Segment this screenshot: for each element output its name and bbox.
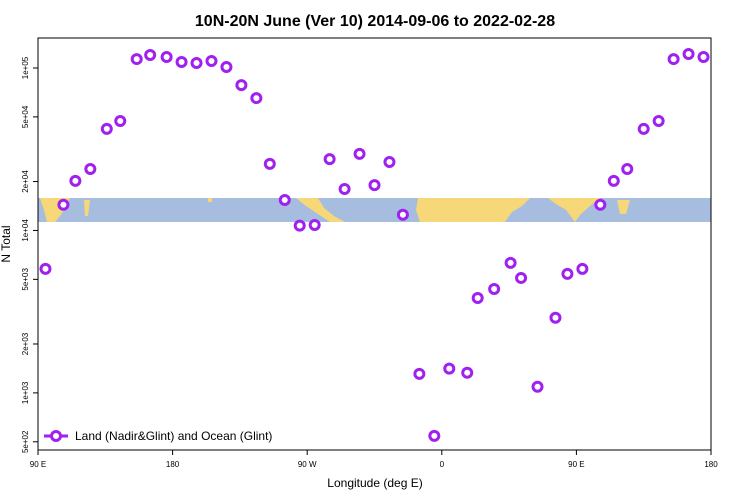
plot-frame xyxy=(37,37,712,451)
point xyxy=(175,55,188,68)
point xyxy=(531,380,544,393)
point xyxy=(338,182,351,195)
y-tick-label: 5e+02 xyxy=(21,430,30,453)
point xyxy=(263,157,276,170)
point xyxy=(461,366,474,379)
legend: Land (Nadir&Glint) and Ocean (Glint) xyxy=(44,429,272,443)
map-strip xyxy=(38,198,711,222)
point xyxy=(114,114,127,127)
point xyxy=(396,208,409,221)
point xyxy=(428,429,441,442)
y-tick-label: 1e+05 xyxy=(21,56,30,79)
point xyxy=(323,153,336,166)
point xyxy=(57,198,70,211)
legend-marker xyxy=(50,430,62,442)
point xyxy=(549,311,562,324)
y-tick-label: 2e+03 xyxy=(21,332,30,355)
point xyxy=(84,162,97,175)
point xyxy=(220,61,233,74)
point xyxy=(69,174,82,187)
y-tick-label: 5e+04 xyxy=(21,105,30,128)
point xyxy=(205,55,218,68)
point xyxy=(488,283,501,296)
chart-title: 10N-20N June (Ver 10) 2014-09-06 to 2022… xyxy=(195,13,555,30)
point xyxy=(471,291,484,304)
y-tick-label: 5e+03 xyxy=(21,268,30,291)
point xyxy=(413,367,426,380)
x-axis-label: Longitude (deg E) xyxy=(327,476,422,490)
point xyxy=(682,47,695,60)
point xyxy=(607,174,620,187)
x-tick-label: 0 xyxy=(440,460,445,469)
x-tick-label: 180 xyxy=(166,460,180,469)
point xyxy=(100,122,113,135)
point xyxy=(443,362,456,375)
point xyxy=(652,114,665,127)
y-tick-label: 1e+04 xyxy=(21,219,30,242)
point xyxy=(515,271,528,284)
point xyxy=(368,179,381,192)
point xyxy=(621,162,634,175)
y-axis-label: N Total xyxy=(0,225,13,262)
point xyxy=(278,193,291,206)
point xyxy=(235,79,248,92)
point xyxy=(667,53,680,66)
point xyxy=(697,50,710,63)
point xyxy=(594,198,607,211)
point xyxy=(308,219,321,232)
point xyxy=(637,122,650,135)
point xyxy=(39,262,52,275)
point xyxy=(504,256,517,269)
point xyxy=(293,219,306,232)
x-tick-label: 90 E xyxy=(568,460,584,469)
point xyxy=(144,49,157,62)
point xyxy=(383,155,396,168)
legend-label: Land (Nadir&Glint) and Ocean (Glint) xyxy=(75,429,272,443)
point xyxy=(130,53,143,66)
point xyxy=(160,50,173,63)
y-tick-label: 2e+04 xyxy=(21,170,30,193)
x-tick-label: 90 W xyxy=(298,460,317,469)
point xyxy=(576,262,589,275)
y-tick-label: 1e+03 xyxy=(21,381,30,404)
point xyxy=(250,92,263,105)
point xyxy=(190,56,203,69)
point xyxy=(561,267,574,280)
x-tick-label: 180 xyxy=(704,460,718,469)
point xyxy=(353,147,366,160)
x-tick-label: 90 E xyxy=(30,460,46,469)
